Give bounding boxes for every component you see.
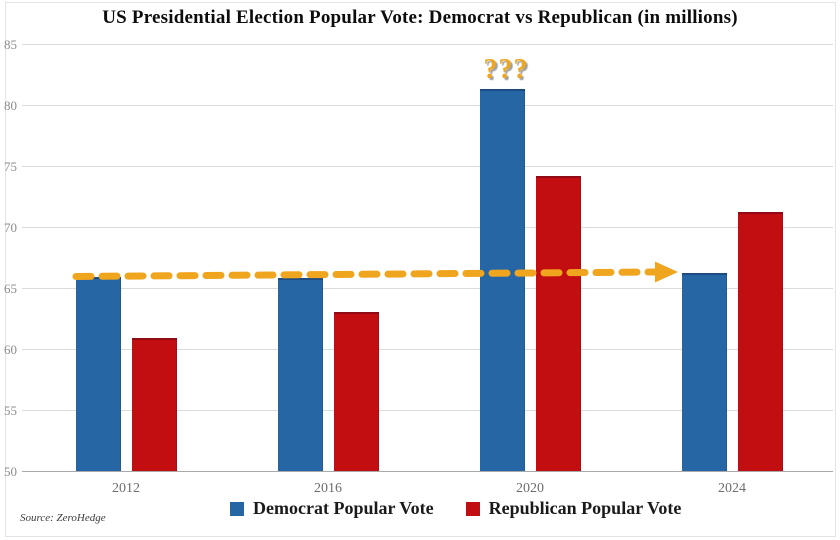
bar-republican-2016 [334, 312, 379, 471]
legend: Democrat Popular Vote Republican Popular… [230, 498, 681, 519]
y-tick-label-50: 50 [4, 464, 17, 479]
gridline-85 [22, 44, 833, 45]
gridline-75 [22, 166, 833, 167]
gridline-50 [22, 471, 833, 472]
gridline-65 [22, 288, 833, 289]
bar-democrat-2012 [76, 277, 121, 471]
legend-item-democrat: Democrat Popular Vote [230, 498, 434, 519]
y-tick-label-80: 80 [4, 98, 17, 113]
bar-democrat-2020 [480, 89, 525, 471]
gridline-55 [22, 410, 833, 411]
x-tick-label-2016: 2016 [314, 481, 342, 496]
x-tick-label-2012: 2012 [112, 481, 140, 496]
chart-title: US Presidential Election Popular Vote: D… [102, 7, 738, 28]
x-tick-label-2024: 2024 [718, 481, 746, 496]
x-tick-label-2020: 2020 [516, 481, 544, 496]
y-tick-label-85: 85 [4, 37, 17, 52]
y-tick-label-65: 65 [4, 281, 17, 296]
gridline-60 [22, 349, 833, 350]
y-tick-label-55: 55 [4, 403, 17, 418]
democrat-legend-label: Democrat Popular Vote [253, 498, 434, 518]
democrat-legend-swatch [230, 501, 244, 516]
y-tick-label-70: 70 [4, 220, 17, 235]
question-marks-annotation: ??? [483, 54, 529, 85]
bar-democrat-2016 [278, 278, 323, 471]
y-tick-label-60: 60 [4, 342, 17, 357]
y-tick-label-75: 75 [4, 159, 17, 174]
republican-legend-label: Republican Popular Vote [488, 498, 682, 518]
republican-legend-swatch [465, 501, 480, 516]
bar-republican-2024 [738, 212, 783, 471]
legend-item-republican: Republican Popular Vote [465, 498, 682, 519]
bar-republican-2020 [536, 176, 581, 471]
bar-democrat-2024 [682, 273, 727, 471]
gridline-70 [22, 227, 833, 228]
gridline-80 [22, 105, 833, 106]
bar-republican-2012 [132, 338, 177, 471]
source-credit: Source: ZeroHedge [20, 512, 106, 524]
